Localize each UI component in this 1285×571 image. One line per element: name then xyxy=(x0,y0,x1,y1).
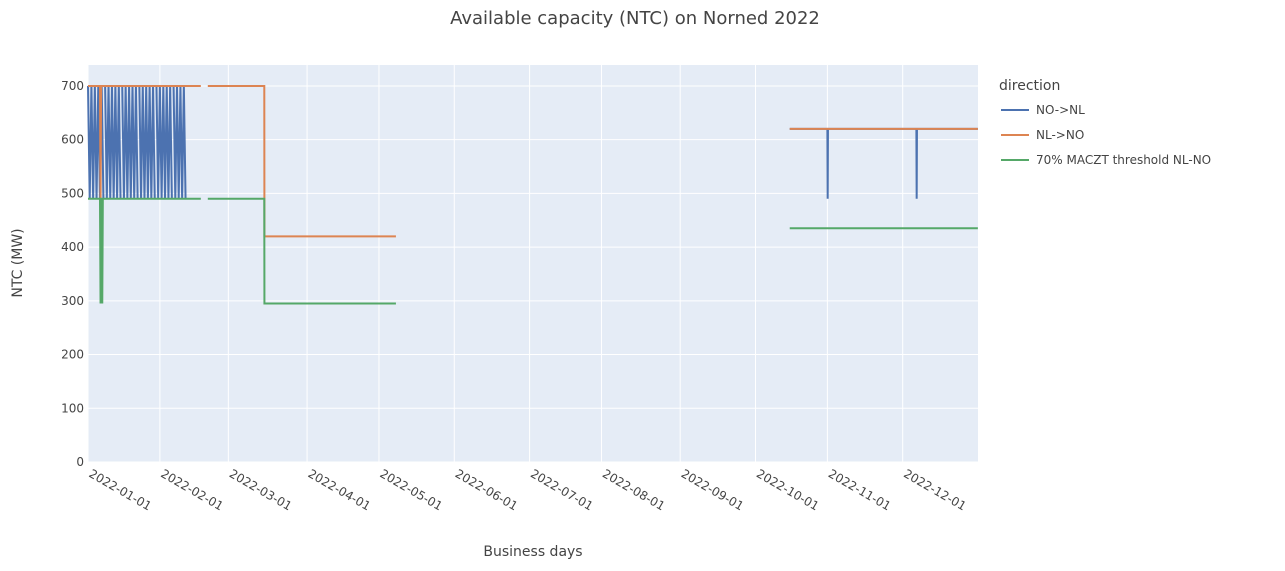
series-line xyxy=(138,85,156,199)
x-axis-title: Business days xyxy=(483,544,582,560)
legend-title: direction xyxy=(999,78,1060,94)
y-tick-label: 0 xyxy=(76,455,84,469)
y-tick-label: 500 xyxy=(61,186,84,200)
series-line xyxy=(172,85,187,199)
y-tick-label: 300 xyxy=(61,294,84,308)
y-tick-label: 400 xyxy=(61,240,84,254)
series-line xyxy=(88,197,201,304)
x-tick-label: 2022-06-01 xyxy=(453,466,520,513)
x-tick-label: 2022-07-01 xyxy=(528,466,595,513)
series-line xyxy=(207,84,396,238)
x-tick-label: 2022-03-01 xyxy=(227,466,294,513)
x-tick-label: 2022-04-01 xyxy=(306,466,373,513)
y-tick-label: 200 xyxy=(61,348,84,362)
legend-label: 70% MACZT threshold NL-NO xyxy=(1036,153,1211,167)
y-tick-label: 100 xyxy=(61,401,84,415)
chart-title: Available capacity (NTC) on Norned 2022 xyxy=(450,8,820,29)
x-tick-label: 2022-08-01 xyxy=(600,466,667,513)
x-tick-label: 2022-10-01 xyxy=(754,466,821,513)
series-line xyxy=(207,197,396,305)
y-axis-title: NTC (MW) xyxy=(10,228,26,297)
x-tick-label: 2022-01-01 xyxy=(87,466,154,513)
legend-label: NL->NO xyxy=(1036,128,1084,142)
x-tick-label: 2022-11-01 xyxy=(826,466,893,513)
x-tick-label: 2022-05-01 xyxy=(377,466,444,513)
legend-label: NO->NL xyxy=(1036,103,1085,117)
y-tick-label: 700 xyxy=(61,79,84,93)
x-tick-label: 2022-09-01 xyxy=(679,466,746,513)
x-tick-label: 2022-12-01 xyxy=(901,466,968,513)
series-line xyxy=(121,85,139,199)
plot-area xyxy=(88,65,978,462)
series-line xyxy=(104,85,122,199)
series-line xyxy=(155,85,173,199)
x-tick-label: 2022-02-01 xyxy=(158,466,225,513)
y-tick-label: 600 xyxy=(61,133,84,147)
